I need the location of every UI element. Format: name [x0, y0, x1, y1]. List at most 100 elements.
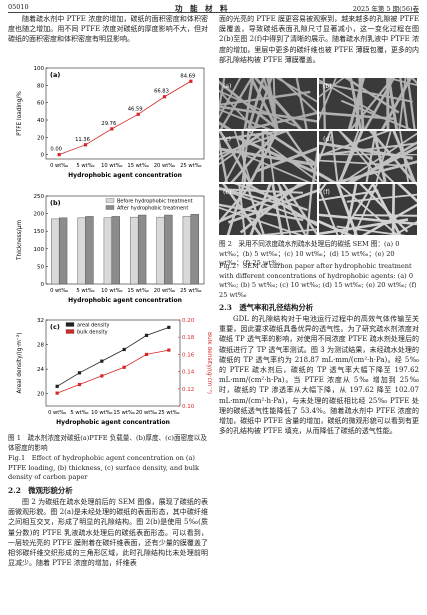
y-tick-label: 200 [34, 212, 45, 218]
panel-label: (f) [323, 189, 330, 196]
panel-label: (d) [323, 136, 332, 143]
data-point [136, 112, 140, 116]
x-tick-label: 5 wt‰ [70, 410, 88, 416]
panel-label: (c) [50, 323, 60, 331]
sem-image [319, 184, 417, 235]
page-number: 05010 [8, 3, 29, 11]
paragraph: 图 2 为碳纸在疏水处理前后的 SEM 图像，展现了碳纸的表面微观形貌。图 2(… [8, 498, 208, 568]
data-point [167, 325, 171, 329]
x-tick-label: 10 wt‰ [101, 163, 123, 169]
y-axis-label: Thickness/μm [17, 220, 23, 261]
journal-name: 功 能 材 料 [175, 4, 228, 13]
legend-swatch [105, 205, 115, 210]
data-point [122, 365, 126, 369]
y-tick-label: 40 [37, 118, 44, 124]
x-tick-label: 10 wt‰ [91, 410, 113, 416]
data-label: 0.00 [50, 147, 62, 153]
x-tick-label: 0 wt‰ [50, 163, 68, 169]
data-point [110, 127, 114, 131]
y-tick-label: 0 [41, 153, 45, 159]
bar [130, 216, 139, 285]
data-point [189, 79, 193, 83]
y2-tick-label: 0.16 [182, 352, 195, 358]
data-point [57, 153, 61, 157]
y-tick-label: 50 [37, 264, 44, 270]
bar [103, 217, 113, 285]
data-point [144, 352, 149, 356]
panel-label: (e) [223, 189, 231, 196]
bar [77, 217, 86, 285]
data-label: 11.36 [75, 137, 90, 143]
x-tick-label: 20 wt‰ [154, 163, 176, 169]
legend-swatch [105, 198, 115, 203]
sem-image [219, 131, 317, 182]
data-line [59, 80, 192, 156]
header-rule [8, 12, 419, 13]
chart-a: 0 20 40 60 80 100 0 wt‰ 5 wt‰ 10 wt‰ 15 wt‰ 20 wt‰… [17, 66, 205, 179]
x-tick-label: 0 wt‰ [48, 410, 66, 416]
bar [85, 216, 94, 285]
y-tick-label: 20 [37, 135, 44, 141]
data-point [144, 333, 149, 337]
figure-caption-en: Fig.1 Effect of hydrophobic agent concen… [8, 454, 199, 482]
x-axis-label: Hydrophobic agent concentration [68, 172, 182, 179]
data-label: 46.59 [128, 106, 143, 112]
y-tick-label: 28 [37, 343, 44, 349]
paragraph: 面的光亮的 PTFE 膜更容易被观察到，越来越多的孔隙被 PTFE 膜覆盖，导致… [219, 15, 419, 64]
data-point [55, 384, 59, 388]
y-tick-label: 0 [41, 282, 45, 288]
section-heading: 2.2 微观形貌分析 [8, 486, 73, 495]
legend-swatch [65, 329, 75, 334]
figure-caption: 图 1 疏水剂浓度对碳纸(a)PTFE 负载量、(b)厚度、(c)面密度以及体密… [8, 434, 207, 452]
legend-label: bulk density [77, 330, 108, 336]
bar [58, 217, 68, 285]
y-tick-label: 150 [34, 229, 45, 235]
chart-c: 20 24 28 32 0.10 0.12 0.14 0.16 0.18 0.20 0 wt‰ 5 w… [16, 318, 212, 426]
sem-image [319, 131, 417, 182]
issue: 2025 年第 5 期(56)卷 [352, 5, 419, 13]
x-tick-label: 5 wt‰ [76, 288, 94, 294]
data-label: 66.83 [154, 89, 169, 95]
y-tick-label: 24 [37, 367, 44, 373]
figure-caption-en: Fig.2 SEM of carbon paper after hydropho… [219, 262, 417, 299]
data-line [57, 349, 169, 394]
sem-image [319, 78, 417, 129]
y-tick-label: 100 [34, 66, 45, 72]
plot-frame [45, 195, 205, 285]
legend-label: Before hydrophobic treatment [117, 199, 193, 205]
y-tick-label: 250 [34, 194, 45, 200]
data-label: 29.76 [101, 121, 116, 127]
y2-axis-label: Bulk density/(g·cm⁻³) [206, 332, 212, 394]
x-tick-label: 5 wt‰ [76, 163, 94, 169]
x-tick-label: 10 wt‰ [101, 288, 123, 294]
plot-frame [45, 67, 205, 160]
y2-tick-label: 0.12 [182, 387, 194, 393]
sem-grid: (a) (b) (c) (d) (e) (f) [219, 78, 417, 235]
panel-label: (b) [323, 83, 332, 90]
x-axis-label: Hydrophobic agent concentration [56, 419, 170, 426]
data-label: 84.69 [180, 73, 195, 79]
sem-image [219, 78, 317, 129]
y-axis-label: PTFE loading/% [17, 91, 23, 136]
y2-tick-label: 0.10 [182, 404, 195, 410]
data-point [77, 371, 82, 375]
data-point [162, 95, 167, 99]
y-tick-label: 60 [37, 101, 44, 107]
section-heading: 2.3 透气率和孔径结构分析 [219, 303, 314, 312]
y2-tick-label: 0.18 [182, 335, 195, 341]
panel-label: (a) [50, 71, 60, 79]
y-axis-label: Areal density/(g·m⁻²) [16, 332, 23, 393]
bar [111, 216, 120, 285]
x-tick-label: 15 wt‰ [127, 288, 149, 294]
x-tick-label: 25 wt‰ [180, 288, 202, 294]
x-tick-label: 0 wt‰ [50, 288, 68, 294]
figure-caption: 图 2 采用不同浓度疏水剂疏水处理后的碳纸 SEM 图：(a) 0 wt‰；(b… [219, 240, 400, 268]
panel-label: (b) [50, 199, 61, 207]
data-point [100, 374, 104, 378]
y-tick-label: 32 [37, 318, 44, 324]
x-tick-label: 25 wt‰ [180, 163, 202, 169]
bar [190, 214, 199, 285]
legend-swatch [65, 322, 75, 327]
plot-frame [45, 319, 181, 407]
